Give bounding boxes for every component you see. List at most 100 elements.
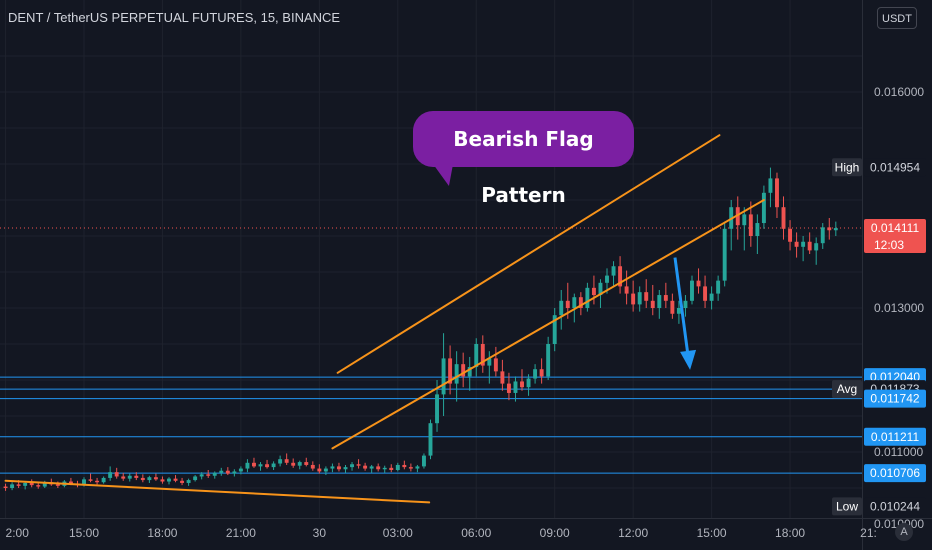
level-label-text: 0.011211	[871, 430, 920, 444]
price-tick-label: 0.013000	[874, 301, 924, 315]
low-label-bg	[864, 497, 926, 516]
candle-body	[611, 266, 616, 276]
last-price-text: 0.014111	[871, 221, 920, 235]
bearish-flag-callout[interactable]: Bearish Flag Pattern	[413, 111, 634, 207]
candle-body	[565, 300, 570, 308]
candle-body	[369, 466, 374, 469]
candle-body	[382, 467, 387, 470]
time-axis[interactable]: 2:00 15:00 18:00 21:00 30 03:00 06:00 09:00 12:0…	[0, 518, 932, 541]
candle-body	[644, 292, 649, 301]
candle-body	[794, 241, 799, 247]
candle-body	[775, 178, 779, 208]
candle-body	[193, 476, 198, 481]
candle-body	[421, 455, 426, 467]
candle-body	[337, 466, 341, 470]
down-arrow[interactable]	[673, 257, 697, 370]
candle-body	[160, 479, 165, 482]
candle-body	[703, 286, 708, 301]
time-tick-label: 18:00	[775, 526, 805, 540]
candle-body	[101, 477, 106, 483]
candle-body	[598, 282, 603, 296]
candle-body	[402, 464, 407, 468]
candle-body	[127, 475, 132, 479]
candle-body	[88, 479, 93, 481]
candle-body	[291, 462, 296, 466]
arrow-head[interactable]	[680, 349, 697, 370]
candle-body	[199, 474, 204, 477]
trend-line-base-line[interactable]	[4, 479, 431, 504]
time-tick-label: 2:00	[6, 526, 30, 540]
candle-body	[82, 479, 86, 486]
high-label-prefix-bg	[832, 158, 862, 177]
candle-body	[297, 462, 302, 466]
candle-body	[591, 287, 596, 296]
time-tick-label: 30	[313, 526, 327, 540]
candle-body	[618, 266, 623, 287]
candle-body	[657, 295, 662, 308]
candle-body	[585, 287, 590, 308]
price-tick-label: 0.016000	[874, 85, 924, 99]
time-tick-label: 18:00	[147, 526, 177, 540]
candle-body	[29, 482, 34, 486]
candle-body	[742, 214, 747, 226]
candle-body	[716, 280, 721, 294]
trend-lines[interactable]	[4, 134, 765, 504]
arrow-shaft[interactable]	[673, 257, 690, 357]
currency-button[interactable]: USDT	[877, 7, 917, 29]
candle-body	[36, 485, 41, 487]
candle-body	[252, 462, 256, 467]
candle-body	[683, 300, 688, 308]
candle-body	[225, 470, 230, 474]
time-tick-label: 06:00	[461, 526, 491, 540]
candle-body	[147, 477, 152, 481]
candle-body	[650, 300, 655, 308]
candle-body	[186, 480, 191, 483]
trend-line-flag-lower[interactable]	[331, 199, 765, 450]
high-label: 0.014954 High	[832, 158, 926, 177]
candle-body	[435, 394, 439, 424]
candle-body	[428, 423, 433, 456]
time-tick-label: 12:00	[618, 526, 648, 540]
candle-body	[363, 465, 368, 469]
candle-body	[552, 315, 557, 344]
candle-body	[814, 243, 819, 251]
candle-body	[343, 467, 348, 470]
candle-body	[134, 475, 139, 478]
avg-level-label-prefix: Avg	[837, 382, 857, 396]
auto-scale-button[interactable]: A	[895, 523, 913, 541]
candle-body	[676, 308, 681, 314]
candle-body	[520, 381, 524, 388]
candle-body	[415, 466, 420, 469]
level-label: 0.010706	[864, 464, 926, 483]
candle-body	[533, 369, 538, 379]
candle-body	[781, 207, 786, 229]
candles	[3, 167, 838, 491]
time-tick-label: 09:00	[540, 526, 570, 540]
candle-body	[788, 228, 793, 242]
candle-body	[624, 286, 629, 294]
candle-body	[42, 482, 47, 487]
low-label-prefix-bg	[832, 497, 862, 516]
high-label-prefix: High	[835, 160, 860, 174]
candle-body	[16, 484, 21, 486]
candle-body	[696, 280, 701, 287]
low-label-text: 0.010244	[870, 499, 920, 513]
avg-level-label-prefix-bg	[832, 380, 862, 399]
time-tick-label: 15:00	[697, 526, 727, 540]
last-price-label: 0.014111 12:03	[864, 219, 926, 254]
candle-body	[395, 464, 400, 470]
candle-body	[153, 477, 158, 480]
candle-body	[265, 464, 270, 468]
symbol-title: DENT / TetherUS PERPETUAL FUTURES, 15, B…	[8, 10, 341, 25]
time-tick-label: 03:00	[383, 526, 413, 540]
candle-body	[454, 364, 459, 384]
candle-body	[500, 371, 505, 384]
candle-body	[506, 383, 511, 393]
candle-body	[448, 358, 453, 384]
candle-body	[827, 227, 832, 231]
candle-body	[10, 484, 15, 488]
trend-line-flag-upper[interactable]	[336, 134, 721, 374]
candle-body	[761, 192, 766, 224]
candle-body	[572, 297, 577, 308]
